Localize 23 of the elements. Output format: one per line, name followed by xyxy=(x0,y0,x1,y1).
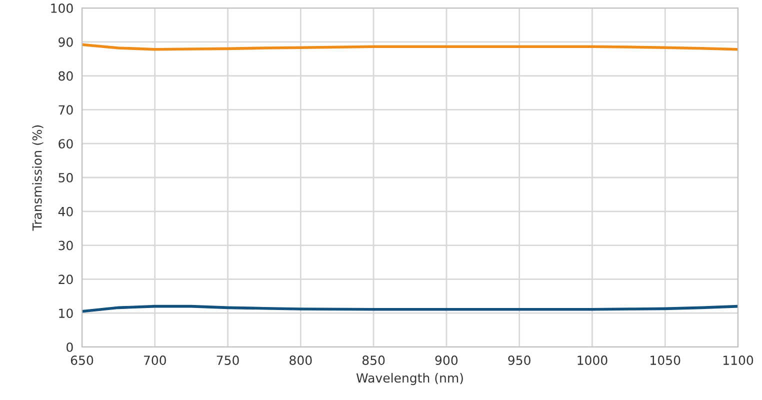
x-tick-label: 1000 xyxy=(578,356,608,366)
y-tick-label: 60 xyxy=(58,139,73,149)
y-tick-label: 80 xyxy=(58,71,73,81)
x-tick-label: 800 xyxy=(290,356,312,366)
y-tick-label: 50 xyxy=(58,172,73,182)
x-tick-label: 700 xyxy=(144,356,166,366)
x-axis-title: Wavelength (nm) xyxy=(356,372,463,386)
y-tick-label: 30 xyxy=(58,240,73,250)
x-tick-label: 850 xyxy=(362,356,385,366)
y-axis-title: Transmission (%) xyxy=(32,125,44,231)
y-tick-label: 40 xyxy=(58,206,73,216)
x-tick-label: 750 xyxy=(216,356,239,366)
x-tick-label: 900 xyxy=(435,356,458,366)
x-tick-label: 1050 xyxy=(650,356,680,366)
x-tick-label: 1100 xyxy=(723,356,754,366)
x-tick-label: 650 xyxy=(70,356,94,366)
x-tick-label: 950 xyxy=(508,356,530,366)
y-tick-label: 20 xyxy=(58,274,73,284)
y-tick-label: 90 xyxy=(58,37,73,47)
y-tick-label: 100 xyxy=(51,3,73,13)
y-tick-label: 10 xyxy=(59,308,73,318)
y-tick-label: 70 xyxy=(58,105,73,115)
y-tick-label: 0 xyxy=(66,342,73,352)
